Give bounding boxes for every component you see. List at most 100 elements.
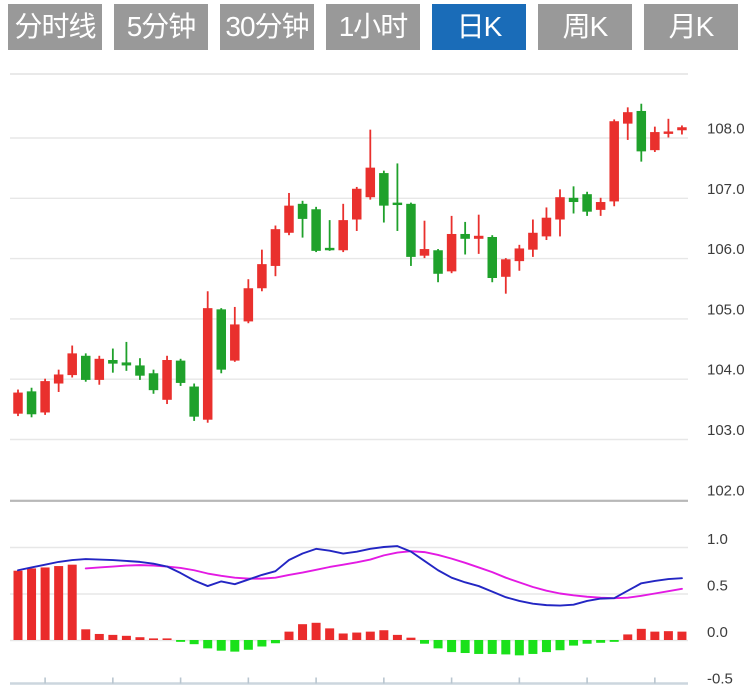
candle-wick bbox=[477, 214, 480, 254]
candle-body bbox=[94, 358, 105, 380]
macd-bar bbox=[270, 640, 280, 644]
candle-body bbox=[162, 360, 172, 400]
macd-bar bbox=[677, 631, 687, 640]
price-axis-label: 106.0 bbox=[707, 241, 745, 258]
macd-bar bbox=[569, 640, 579, 646]
candle-body bbox=[460, 233, 470, 239]
macd-bar bbox=[447, 640, 457, 653]
candle-body bbox=[13, 392, 23, 414]
candle-body bbox=[324, 247, 335, 251]
macd-bar bbox=[582, 640, 592, 644]
macd-bar bbox=[541, 640, 551, 653]
macd-bar bbox=[81, 629, 91, 640]
macd-bar bbox=[121, 635, 131, 640]
candle-body bbox=[230, 324, 240, 361]
tab-weekly-k[interactable]: 周K bbox=[538, 4, 632, 50]
macd-bar bbox=[487, 640, 497, 654]
macd-bar bbox=[365, 631, 375, 640]
candle-body bbox=[609, 121, 619, 202]
candle-body bbox=[595, 202, 606, 210]
macd-bar bbox=[650, 631, 660, 640]
macd-histogram bbox=[13, 564, 687, 656]
tab-daily-k[interactable]: 日K bbox=[432, 4, 526, 50]
macd-bar bbox=[460, 640, 470, 654]
macd-bar bbox=[406, 637, 416, 640]
macd-bar bbox=[257, 640, 267, 647]
candle-body bbox=[623, 112, 633, 124]
candle-body bbox=[568, 197, 579, 203]
macd-bar bbox=[433, 640, 443, 649]
price-axis-label: 107.0 bbox=[707, 181, 745, 198]
candle-body bbox=[148, 373, 159, 391]
candle-body bbox=[53, 374, 64, 384]
candle-body bbox=[433, 250, 443, 274]
candle-body bbox=[352, 188, 362, 220]
candle-body bbox=[541, 217, 552, 237]
macd-bar bbox=[379, 630, 389, 640]
candle-body bbox=[202, 308, 213, 420]
candle-body bbox=[473, 235, 484, 239]
price-gridlines bbox=[10, 137, 688, 501]
macd-bar bbox=[203, 640, 213, 649]
candle-body bbox=[81, 355, 91, 380]
macd-bar bbox=[352, 632, 362, 640]
macd-bar bbox=[54, 566, 64, 640]
macd-axis-label: 0.5 bbox=[707, 578, 728, 595]
candle-body bbox=[284, 205, 294, 233]
macd-bar bbox=[501, 640, 511, 655]
candle-body bbox=[379, 173, 389, 206]
candle-body bbox=[650, 132, 660, 151]
candle-wick bbox=[396, 163, 399, 231]
macd-bar bbox=[392, 634, 402, 640]
macd-bar bbox=[325, 628, 335, 640]
tab-30min[interactable]: 30分钟 bbox=[220, 4, 314, 50]
candle-body bbox=[446, 233, 457, 272]
candle-body bbox=[26, 391, 37, 415]
macd-bar bbox=[609, 640, 619, 642]
macd-bar bbox=[149, 638, 158, 640]
macd-bar bbox=[27, 568, 37, 640]
candle-wick bbox=[328, 220, 331, 251]
macd-bar bbox=[162, 638, 172, 640]
macd-bar bbox=[176, 640, 186, 642]
candle-body bbox=[297, 203, 308, 219]
macd-bar bbox=[230, 640, 240, 652]
bottom-axis-ticks bbox=[44, 677, 656, 684]
macd-bar bbox=[216, 640, 226, 651]
candle-body bbox=[636, 110, 647, 152]
price-axis-label: 105.0 bbox=[707, 301, 745, 318]
candle-body bbox=[582, 194, 592, 212]
tab-minute-line[interactable]: 分时线 bbox=[8, 4, 102, 50]
macd-axis-label: 1.0 bbox=[707, 531, 728, 548]
candle-body bbox=[270, 229, 281, 266]
macd-bar bbox=[311, 622, 321, 640]
macd-bar bbox=[108, 634, 118, 640]
macd-bar bbox=[514, 640, 524, 656]
candle-body bbox=[67, 353, 77, 376]
macd-bar bbox=[636, 628, 646, 640]
macd-bar bbox=[135, 637, 145, 640]
candle-body bbox=[175, 360, 186, 383]
macd-bar bbox=[663, 631, 673, 640]
macd-bar bbox=[243, 640, 253, 650]
candle-body bbox=[365, 167, 376, 198]
candle-body bbox=[257, 264, 267, 289]
candle-wick bbox=[369, 129, 372, 200]
tab-1hour[interactable]: 1小时 bbox=[326, 4, 420, 50]
candle-body bbox=[243, 288, 254, 322]
tab-monthly-k[interactable]: 月K bbox=[644, 4, 738, 50]
candle-body bbox=[419, 249, 430, 256]
dif-line bbox=[17, 545, 683, 607]
candle-body bbox=[555, 197, 565, 220]
macd-axis-label: -0.5 bbox=[707, 671, 733, 687]
timeframe-toolbar: 分时线 5分钟 30分钟 1小时 日K 周K 月K bbox=[8, 4, 738, 50]
tab-5min[interactable]: 5分钟 bbox=[114, 4, 208, 50]
macd-bar bbox=[623, 634, 633, 640]
macd-axis-label: 0.0 bbox=[707, 624, 728, 641]
candle-body bbox=[406, 203, 416, 257]
candle-body bbox=[514, 248, 525, 262]
candles-group bbox=[13, 103, 687, 423]
candle-wick bbox=[423, 220, 426, 259]
macd-bar bbox=[94, 633, 104, 640]
candle-body bbox=[501, 259, 511, 277]
